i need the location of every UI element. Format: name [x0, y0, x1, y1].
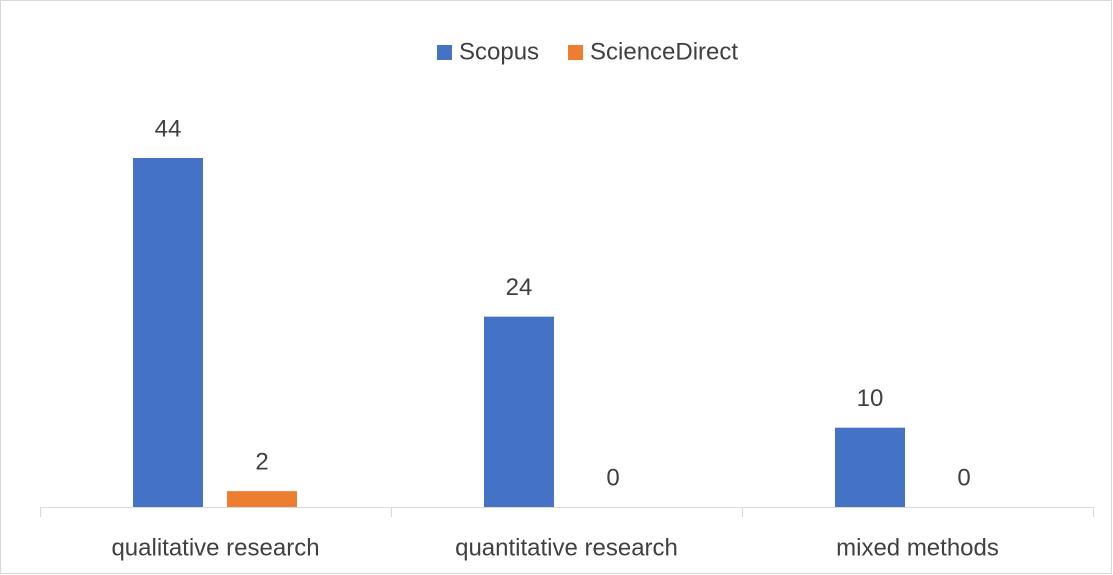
- x-tick-label: quantitative research: [455, 534, 678, 561]
- legend-label: Scopus: [459, 38, 539, 65]
- bar: [835, 427, 905, 507]
- x-tick-label: mixed methods: [836, 534, 999, 561]
- data-label: 24: [506, 274, 533, 301]
- data-label: 10: [857, 385, 884, 412]
- data-label: 44: [155, 115, 182, 142]
- x-tick-label: qualitative research: [111, 534, 319, 561]
- legend-swatch: [568, 45, 583, 60]
- legend-swatch: [437, 45, 452, 60]
- bar: [227, 491, 297, 507]
- bar: [133, 158, 203, 507]
- bar: [484, 316, 554, 507]
- data-label: 2: [255, 448, 268, 475]
- legend-label: ScienceDirect: [590, 38, 738, 65]
- data-label: 0: [957, 464, 970, 491]
- data-label: 0: [606, 464, 619, 491]
